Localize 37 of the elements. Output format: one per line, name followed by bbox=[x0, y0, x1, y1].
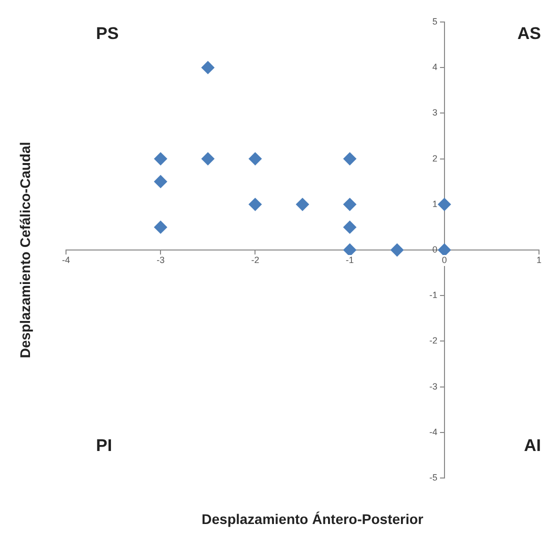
point bbox=[201, 61, 214, 74]
y-tick-label: -2 bbox=[429, 336, 438, 346]
point bbox=[438, 244, 451, 256]
annotation: PI bbox=[96, 436, 112, 456]
point bbox=[248, 152, 262, 166]
point bbox=[343, 220, 356, 234]
y-tick-label: 3 bbox=[432, 108, 438, 118]
point bbox=[296, 198, 309, 211]
x-tick-label: 1 bbox=[536, 254, 542, 265]
point bbox=[343, 152, 356, 166]
y-tick-label: -4 bbox=[429, 426, 438, 437]
point bbox=[343, 198, 356, 211]
point bbox=[438, 198, 451, 211]
point bbox=[201, 152, 214, 166]
y-tick-label: 1 bbox=[432, 198, 438, 209]
x-tick-label: -1 bbox=[346, 254, 354, 265]
point bbox=[154, 175, 168, 188]
x-tick-label: -4 bbox=[62, 254, 70, 265]
point bbox=[343, 244, 356, 256]
point bbox=[154, 220, 168, 234]
annotation: AI bbox=[524, 436, 541, 456]
y-tick-label: 5 bbox=[432, 16, 438, 26]
point bbox=[248, 198, 262, 211]
x-axis-title: Desplazamiento Ántero-Posterior bbox=[202, 510, 424, 527]
x-tick-label: -3 bbox=[156, 254, 165, 265]
y-tick-label: 2 bbox=[432, 153, 438, 164]
x-tick-label: 0 bbox=[442, 254, 447, 265]
y-tick-label: -3 bbox=[429, 381, 438, 392]
annotation: PS bbox=[96, 24, 119, 44]
y-tick-label: 4 bbox=[432, 62, 438, 72]
point bbox=[154, 152, 168, 166]
y-axis-title: Desplazamiento Cefálico-Caudal bbox=[16, 142, 33, 358]
y-tick-label: -1 bbox=[429, 290, 438, 300]
annotation: AS bbox=[517, 24, 541, 44]
y-tick-label: -5 bbox=[429, 472, 438, 482]
x-tick-label: -2 bbox=[251, 254, 260, 265]
point bbox=[390, 244, 404, 256]
